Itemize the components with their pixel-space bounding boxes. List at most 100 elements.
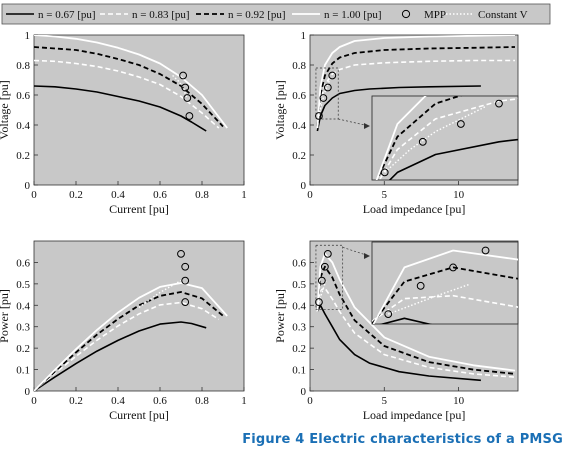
chart-panel: 0 5 10 0 0.1 0.2 0.3 0.4 0.5 0.6 Load impedance [p…	[273, 240, 519, 422]
y-tick-label: 0.4	[292, 300, 306, 312]
y-tick-label: 0.5	[292, 279, 306, 291]
x-tick-label: 0.2	[69, 395, 83, 407]
plot-area	[33, 34, 245, 186]
y-tick-label: 0.2	[292, 343, 306, 355]
legend-item: n = 1.00 [pu]	[292, 9, 382, 21]
legend-label: MPP	[424, 9, 446, 21]
series-line	[34, 291, 224, 391]
zoom-connector	[338, 118, 370, 127]
series-line	[318, 76, 332, 117]
series-group	[375, 96, 518, 180]
x-tick-label: 0.8	[195, 189, 209, 201]
series-group	[315, 35, 516, 132]
series-line	[34, 85, 207, 132]
series-line	[372, 249, 518, 324]
x-tick-label: 1	[241, 189, 247, 201]
y-tick-label: 0.1	[16, 365, 30, 377]
y-axis-label: Voltage [pu]	[0, 80, 11, 139]
inset-frame	[371, 95, 519, 181]
mpp-marker	[181, 298, 190, 306]
series-group	[34, 249, 228, 391]
y-tick-label: 0.2	[16, 343, 30, 355]
x-tick-label: 0	[307, 189, 313, 201]
mpp-marker	[185, 112, 194, 120]
figure-caption: Figure 4 Electric characteristics of a P…	[242, 432, 563, 447]
mpp-marker	[317, 276, 326, 285]
mpp-marker	[315, 112, 323, 120]
series-line	[34, 35, 228, 129]
legend-item: n = 0.83 [pu]	[100, 9, 190, 21]
series-line	[316, 59, 515, 129]
legend-item: n = 0.92 [pu]	[196, 9, 286, 21]
y-tick-label: 0.4	[292, 120, 306, 132]
series-line	[34, 321, 207, 391]
series-line	[316, 304, 481, 382]
legend-item: n = 0.67 [pu]	[6, 9, 96, 21]
legend-item: Constant V	[446, 9, 528, 21]
x-axis-label: Load impedance [pu]	[363, 408, 466, 422]
mpp-marker	[177, 249, 185, 258]
series-line	[34, 301, 220, 391]
y-tick-label: 0.8	[292, 60, 306, 72]
series-line	[318, 279, 327, 303]
zoom-region-box	[315, 67, 339, 120]
zoom-arrowhead	[364, 123, 370, 129]
mpp-marker	[323, 249, 332, 258]
y-tick-label: 0.3	[16, 322, 30, 334]
series-line	[375, 96, 427, 180]
mpp-marker	[181, 262, 190, 271]
y-tick-label: 0	[25, 386, 31, 398]
y-tick-label: 0.2	[16, 150, 30, 162]
x-tick-label: 1	[241, 395, 247, 407]
x-tick-label: 5	[382, 395, 388, 407]
mpp-marker	[418, 137, 427, 146]
series-line	[316, 252, 516, 372]
y-tick-label: 0	[301, 386, 307, 398]
series-line	[387, 283, 470, 315]
x-tick-label: 0.4	[111, 395, 125, 407]
legend-item: MPP	[401, 9, 446, 21]
x-axis-label: Current [pu]	[109, 202, 169, 216]
x-tick-label: 0	[31, 395, 37, 407]
y-tick-label: 1	[25, 30, 31, 42]
chart-panel: 0 0.2 0.4 0.6 0.8 1 0 0.2 0.4 0.6 0.8 1 Current [pu]…	[0, 30, 247, 216]
x-tick-label: 0.2	[69, 189, 83, 201]
plot-area	[33, 240, 245, 392]
x-tick-label: 5	[382, 189, 388, 201]
mpp-marker	[315, 298, 323, 306]
mpp-marker	[380, 168, 389, 177]
mpp-marker	[328, 71, 337, 80]
series-line	[316, 35, 516, 129]
legend-label: Constant V	[478, 9, 528, 21]
mpp-marker	[449, 263, 458, 272]
y-tick-label: 0.8	[16, 60, 30, 72]
chart-panel: 0 0.2 0.4 0.6 0.8 100.10.20.30.40.50.6Current…	[0, 240, 247, 422]
series-line	[316, 85, 481, 132]
y-tick-label: 0.2	[292, 150, 306, 162]
x-axis-label: Current [pu]	[109, 408, 169, 422]
mpp-marker	[319, 94, 328, 102]
mpp-marker	[481, 246, 490, 255]
series-line	[34, 282, 228, 391]
mpp-marker	[384, 310, 393, 319]
series-group	[315, 249, 516, 382]
x-tick-label: 0	[307, 395, 313, 407]
series-line	[388, 138, 518, 180]
mpp-marker	[495, 99, 503, 108]
mpp-marker	[416, 281, 425, 290]
x-tick-label: 10	[453, 189, 465, 201]
series-line	[316, 287, 516, 378]
y-tick-label: 0.4	[16, 120, 30, 132]
legend-label: n = 0.83 [pu]	[132, 9, 190, 21]
x-tick-label: 10	[453, 395, 465, 407]
y-tick-label: 1	[301, 30, 307, 42]
chart-panel: 0 5 10 0 0.2 0.4 0.6 0.8 1 Load impedance [pu] Vol…	[273, 30, 519, 216]
legend-label: n = 0.67 [pu]	[38, 9, 96, 21]
series-line	[378, 98, 518, 180]
legend-label: n = 0.92 [pu]	[228, 9, 286, 21]
y-axis-label: Power [pu]	[273, 289, 287, 343]
series-group	[372, 246, 518, 324]
mpp-marker	[456, 120, 465, 128]
